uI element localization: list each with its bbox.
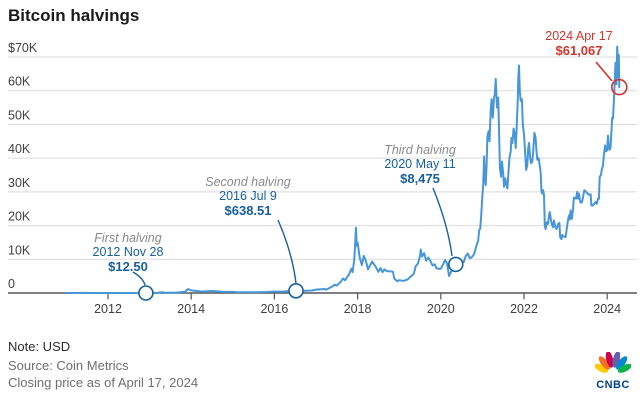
cnbc-wordmark: CNBC bbox=[596, 379, 630, 391]
chart-title: Bitcoin halvings bbox=[8, 6, 140, 25]
connector-latest-price bbox=[595, 61, 613, 82]
annotation-date: 2020 May 11 bbox=[384, 157, 455, 171]
price-chart: $70K 60K 50K 40K 30K 20K 10K 0 2012 2014 2016 2018… bbox=[8, 29, 637, 316]
y-tick-label: 0 bbox=[8, 277, 15, 291]
connector-second-halving bbox=[277, 219, 297, 284]
connector-third-halving bbox=[432, 187, 453, 257]
halving-marker[interactable] bbox=[138, 285, 154, 301]
y-tick-label: $70K bbox=[8, 41, 38, 55]
annotation-label: Second halving bbox=[205, 175, 291, 189]
x-tick-label: 2012 bbox=[94, 302, 122, 316]
latest-price-marker[interactable] bbox=[610, 78, 628, 96]
bitcoin-price-line[interactable] bbox=[65, 45, 621, 294]
halving-marker[interactable] bbox=[447, 256, 464, 273]
footer-source: Source: Coin Metrics bbox=[8, 358, 129, 373]
annotation-price: $61,067 bbox=[556, 43, 603, 58]
y-tick-label: 40K bbox=[8, 142, 31, 156]
cnbc-logo: CNBC bbox=[592, 351, 634, 391]
x-tick-label: 2016 bbox=[260, 302, 288, 316]
annotation-third-halving: Third halving 2020 May 11 $8,475 bbox=[384, 143, 456, 186]
annotation-label: Third halving bbox=[384, 143, 456, 157]
halving-markers[interactable] bbox=[138, 78, 628, 301]
connector-first-halving bbox=[132, 271, 146, 286]
annotation-connectors bbox=[132, 61, 613, 286]
x-tick-label: 2020 bbox=[427, 302, 455, 316]
y-gridlines bbox=[8, 56, 637, 294]
annotation-label: First halving bbox=[94, 231, 161, 245]
y-tick-label: 50K bbox=[8, 108, 31, 122]
x-tick-label: 2018 bbox=[344, 302, 372, 316]
y-tick-label: 20K bbox=[8, 210, 31, 224]
peacock-icon bbox=[594, 351, 632, 373]
x-tick-label: 2024 bbox=[593, 302, 621, 316]
annotation-latest-price: 2024 Apr 17 $61,067 bbox=[545, 29, 612, 58]
annotation-date: 2016 Jul 9 bbox=[219, 189, 277, 203]
y-axis-labels: $70K 60K 50K 40K 30K 20K 10K 0 bbox=[8, 41, 38, 291]
y-tick-label: 10K bbox=[8, 243, 31, 257]
footer-note: Note: USD bbox=[8, 339, 71, 354]
annotation-second-halving: Second halving 2016 Jul 9 $638.51 bbox=[205, 175, 291, 218]
price-line[interactable] bbox=[65, 45, 621, 294]
footer-as-of: Closing price as of April 17, 2024 bbox=[8, 375, 199, 390]
x-tick-label: 2014 bbox=[177, 302, 205, 316]
y-tick-label: 60K bbox=[8, 75, 31, 89]
annotation-price: $8,475 bbox=[400, 171, 440, 186]
annotation-first-halving: First halving 2012 Nov 28 $12.50 bbox=[93, 231, 164, 274]
annotation-date: 2012 Nov 28 bbox=[93, 245, 164, 259]
x-tick-label: 2022 bbox=[510, 302, 538, 316]
annotation-date: 2024 Apr 17 bbox=[545, 29, 612, 43]
chart-footer: Note: USD Source: Coin Metrics Closing p… bbox=[8, 338, 198, 391]
annotation-price: $638.51 bbox=[225, 203, 272, 218]
annotation-price: $12.50 bbox=[108, 259, 148, 274]
x-axis: 2012 2014 2016 2018 2020 2022 2024 bbox=[94, 293, 621, 316]
y-tick-label: 30K bbox=[8, 176, 31, 190]
halving-marker[interactable] bbox=[288, 282, 304, 299]
